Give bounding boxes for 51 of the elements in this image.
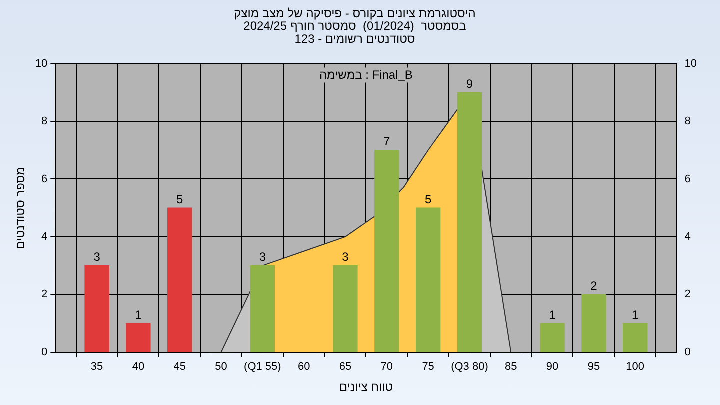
bar [84,265,110,352]
x-tick-label: 95 [588,361,600,374]
y-axis-title: מספר סטודנטים [14,167,28,250]
y-tick-label: 6 [42,173,48,186]
y-tick-label: 0 [42,346,48,358]
bar [623,323,648,352]
x-tick-label: 85 [505,361,518,374]
chart-subtitle: בסמסטר (01/2024) סמסטר חורף 2024/25 סטודנטים רשומים - 123 [244,19,466,46]
x-tick-label: 75 [422,361,434,374]
bar [126,323,151,352]
bar [333,265,358,352]
x-tick-label: (Q1 55) [244,361,282,374]
data-label: 3 [342,250,350,264]
data-label: 3 [94,250,101,264]
y-tick-label: 2 [42,288,48,301]
data-label: 1 [632,308,640,322]
bar [168,208,192,352]
x-tick-label: 65 [339,361,352,374]
bar [540,323,565,352]
data-label: 3 [259,250,266,264]
data-label: 9 [466,76,474,91]
data-label: 5 [424,192,432,206]
y2-tick-label: 0 [684,346,691,358]
data-label: 2 [590,278,598,293]
data-label: 1 [549,308,556,322]
bar [416,208,441,352]
y-tick-label: 4 [42,230,48,243]
data-label: 5 [176,192,184,206]
x-tick-label: 35 [90,361,104,374]
y2-tick-label: 8 [684,116,691,128]
data-label: 1 [135,308,142,322]
y-tick-label: 8 [42,116,48,128]
chart-title: היסטוגרמת ציונים בקורס - פיסיקה של מצב מוצק [234,6,476,21]
y-tick-label: 10 [35,58,48,70]
x-tick-label: (Q3 80) [451,361,488,374]
x-tick-label: 40 [132,361,145,374]
y2-tick-label: 4 [684,230,691,243]
x-tick-label: 50 [215,361,228,374]
y2-tick-label: 10 [684,58,698,70]
y2-tick-label: 2 [684,288,691,301]
data-label: 7 [384,134,391,149]
x-axis-title: טווח ציונים [339,380,394,394]
bar [582,294,606,352]
y2-tick-label: 6 [684,173,691,186]
x-tick-label: 90 [546,361,559,374]
annotation: במשימה : Final_B [319,68,413,82]
x-tick-label: 60 [298,361,310,374]
bar [374,150,400,352]
x-tick-label: 45 [174,361,186,374]
x-tick-label: 70 [380,361,394,374]
x-tick-label: 100 [626,361,645,374]
